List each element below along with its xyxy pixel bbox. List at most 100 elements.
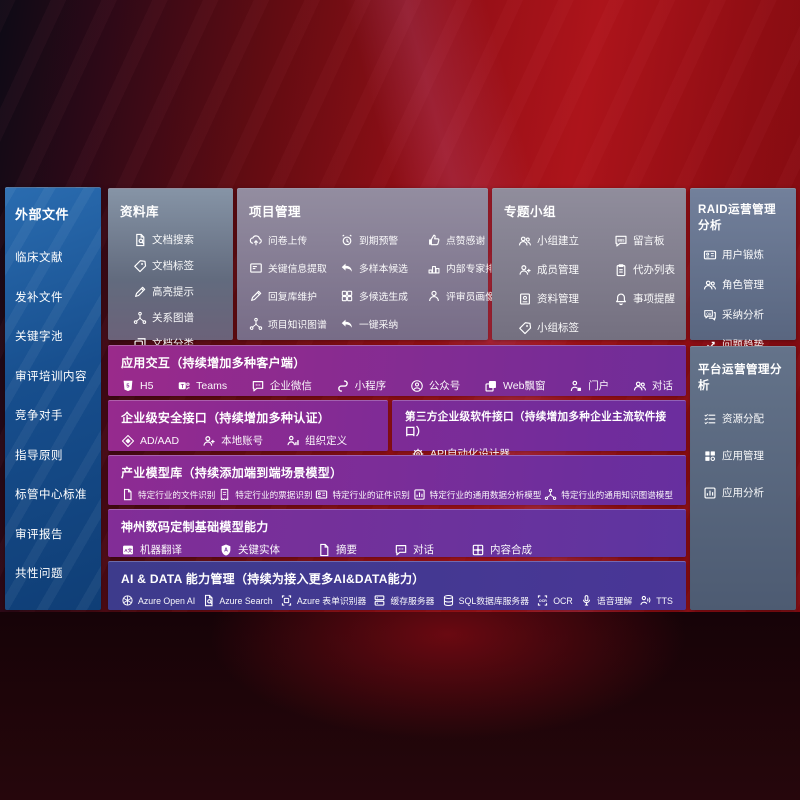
clipboard-icon [614,263,628,277]
row-security-api: 企业级安全接口（持续增加多种认证） AD/AAD 本地账号 组织定义 [108,400,388,451]
list-item: 采纳分析 [703,307,788,322]
row-title: AI & DATA 能力管理（持续为接入更多AI&DATA能力） [121,572,425,586]
chat-dots-icon [251,379,265,393]
web-window-icon [484,379,498,393]
panel-raid-analytics: RAID运营管理分析 用户锻炼 角色管理 采纳分析 问题趋势 [690,188,796,340]
list-item: TTS [639,594,673,607]
list-item: 角色管理 [703,277,788,292]
list-item: 代办列表 [614,262,675,277]
pencil-icon [133,285,147,299]
teams-icon [177,379,191,393]
list-item: 内部专家排名 [427,261,505,275]
app-blocks-icon [703,449,717,463]
translate-icon [121,543,135,557]
list-item: 应用分析 [703,485,788,500]
panel-repository: 资料库 文档搜索 文档标签 高亮提示 关系图谱 文档分类 [108,188,233,350]
id-card-icon [703,248,717,262]
list-item: 一键采纳 [340,317,422,331]
list-item: 关键字池 [15,331,63,343]
network-graph-icon [249,317,263,331]
list-item: 关系图谱 [133,310,221,325]
list-item: 门户 [569,378,609,393]
doc-search-icon [202,594,215,607]
panel-title: 项目管理 [249,205,302,219]
list-item: 摘要 [317,542,357,557]
row-ai-data: AI & DATA 能力管理（持续为接入更多AI&DATA能力） Azure O… [108,561,686,610]
portal-person-icon [569,379,583,393]
list-item: Azure Open AI [121,594,195,607]
panel-title: 专题小组 [504,205,557,219]
person-icon [427,289,441,303]
list-item: 多样本候选 [340,261,422,275]
html5-icon [121,379,135,393]
list-item: 特定行业的票据识别 [218,488,313,501]
receipt-icon [218,488,231,501]
list-item: 问卷上传 [249,233,335,247]
panel-title: 外部文件 [15,207,70,222]
row-title: 企业级安全接口（持续增加多种认证） [121,411,331,425]
panel-external-files: 外部文件 临床文献 发补文件 关键字池 审评培训内容 竞争对手 指导原则 标管中… [5,187,101,610]
pencil-icon [249,289,263,303]
bell-icon [614,292,628,306]
list-item: 回复库维护 [249,289,335,303]
list-item: 评审员画像 [427,289,505,303]
list-item: 事项提醒 [614,291,675,306]
list-item: 企业微信 [251,378,312,393]
list-item: 审评报告 [15,528,63,541]
panel-topic-groups: 专题小组 小组建立 留言板 成员管理 代办列表 资料管理 事项提醒 小组标签 [492,188,686,340]
dialog-people-icon [633,379,647,393]
people-icon [703,278,717,292]
panel-title: 资料库 [120,205,160,219]
list-item: Teams [177,379,227,393]
list-item: 文档标签 [133,258,221,273]
panel-platform-analytics: 平台运营管理分析 资源分配 应用管理 应用分析 [690,346,796,610]
id-card-icon [315,488,328,501]
list-item: 小程序 [336,378,386,393]
ad-diamond-icon [121,434,135,448]
row-title: 应用交互（持续增加多种客户端） [121,356,306,370]
panel-title: RAID运营管理分析 [698,204,777,232]
person-add-icon [518,263,532,277]
reply-arrow-icon [340,261,354,275]
list-item: 机器翻译 [121,542,182,557]
row-thirdparty-api: 第三方企业级软件接口（持续增加多种企业主流软件接口） API自动化设计器 [392,400,686,460]
task-list-icon [703,412,717,426]
tag-icon [518,321,532,335]
network-graph-icon [133,311,147,325]
list-item: H5 [121,379,153,393]
list-item: 小组建立 [518,233,610,248]
people-icon [518,234,532,248]
list-item: 小组标签 [518,320,610,335]
chat-qa-icon [703,308,717,322]
list-item: 特定行业的证件识别 [315,488,410,501]
list-item: 关键信息提取 [249,261,335,275]
chart-box-icon [413,488,426,501]
list-item: 项目知识图谱 [249,317,335,331]
org-person-icon [286,434,300,448]
alarm-icon [340,233,354,247]
list-item: 到期预警 [340,233,422,247]
list-item: 点赞感谢 [427,233,505,247]
list-item: 文档搜索 [133,232,221,247]
tts-person-icon [639,594,652,607]
document-icon [121,488,134,501]
list-item: 指导原则 [15,449,63,462]
list-item: 特定行业的文件识别 [121,488,215,501]
row-app-interaction: 应用交互（持续增加多种客户端） H5 Teams 企业微信 小程序 公众号 We… [108,345,686,396]
tag-icon [133,259,147,273]
document-icon [317,543,331,557]
podium-icon [427,261,441,275]
reply-arrow-icon [340,317,354,331]
doc-search-icon [133,233,147,247]
row-title: 第三方企业级软件接口（持续增加多种企业主流软件接口） [405,411,667,438]
list-item: 资源分配 [703,411,788,426]
list-item: 多候选生成 [340,289,422,303]
list-item: Web飘窗 [484,378,545,393]
row-title: 产业模型库（持续添加端到端场景模型） [121,466,343,480]
list-item: 审评培训内容 [15,370,87,383]
album-icon [518,292,532,306]
list-item: 留言板 [614,233,675,248]
openai-icon [121,594,134,607]
public-account-icon [410,379,424,393]
